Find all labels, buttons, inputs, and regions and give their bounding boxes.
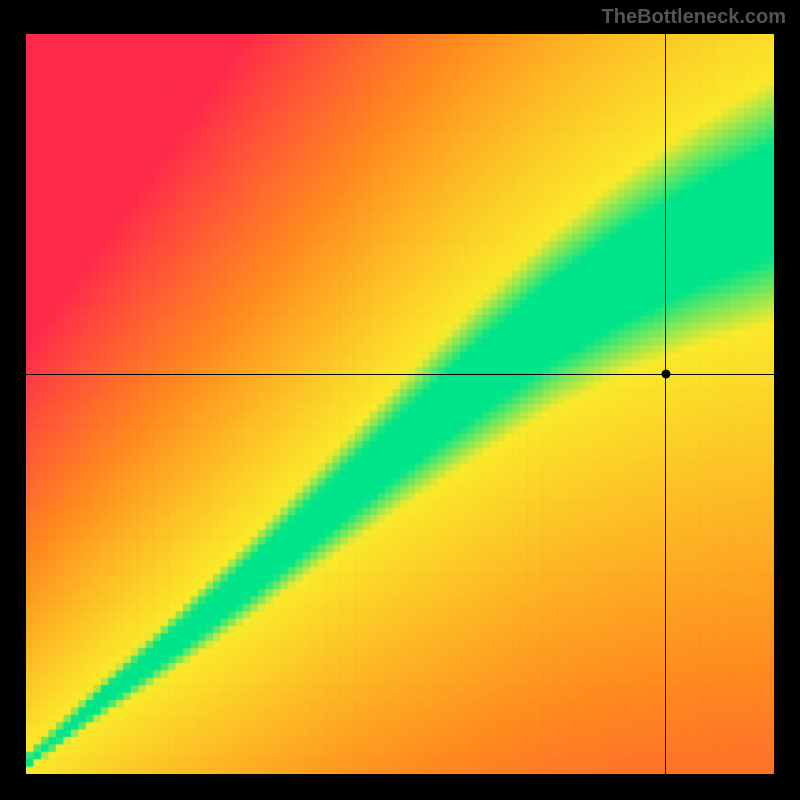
crosshair-vertical [665, 34, 666, 774]
chart-container: TheBottleneck.com [0, 0, 800, 800]
watermark-text: TheBottleneck.com [602, 6, 786, 29]
crosshair-dot [661, 370, 670, 379]
plot-area [26, 34, 774, 774]
heatmap-canvas [26, 34, 774, 774]
